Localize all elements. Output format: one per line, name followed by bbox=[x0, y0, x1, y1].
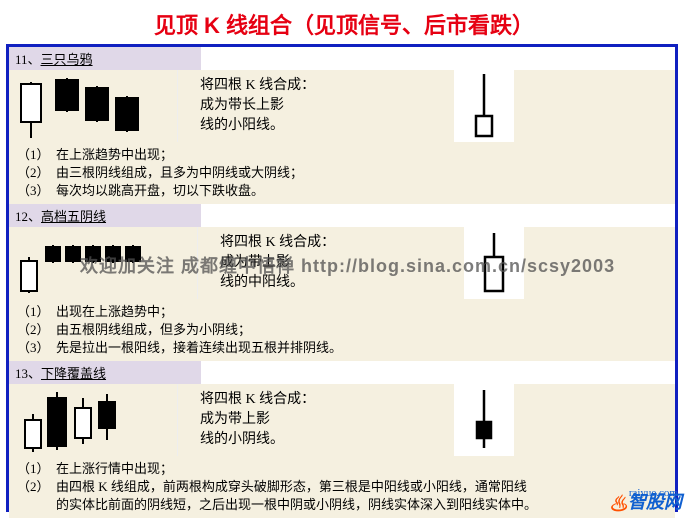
merge-line: 成为带上影 bbox=[200, 410, 444, 430]
section-12-filler bbox=[524, 227, 675, 299]
section-no: 11、 bbox=[15, 52, 41, 67]
section-13-header: 13、下降覆盖线 bbox=[9, 361, 201, 384]
main-frame: 11、三只乌鸦 将四根 K 线合成： 成为带长上影 线的小阳线。 （1） 在上涨… bbox=[6, 44, 678, 512]
section-11-notes: （1） 在上涨趋势中出现； （2） 由三根阴线组成，且多为中阴线或大阴线； （3… bbox=[9, 142, 675, 204]
section-11-merge-text: 将四根 K 线合成： 成为带长上影 线的小阳线。 bbox=[178, 70, 454, 142]
section-11-filler bbox=[514, 70, 675, 142]
logo-text: 智股网 bbox=[628, 492, 682, 512]
section-13-notes: （1） 在上涨行情中出现； （2） 由四根 K 线组成，前两根构成穿头破脚形态，… bbox=[9, 456, 675, 518]
merge-line: 线的小阴线。 bbox=[200, 430, 444, 450]
merge-line: 将四根 K 线合成： bbox=[200, 76, 444, 96]
section-name: 高档五阴线 bbox=[41, 209, 106, 224]
merge-line: 将四根 K 线合成： bbox=[200, 390, 444, 410]
section-11-row: 将四根 K 线合成： 成为带长上影 线的小阳线。 bbox=[9, 70, 675, 142]
section-12-header: 12、高档五阴线 bbox=[9, 204, 201, 227]
merge-line: 线的小阳线。 bbox=[200, 116, 444, 136]
merge-line: 成为带长上影 bbox=[200, 96, 444, 116]
merge-line: 将四根 K 线合成： bbox=[220, 233, 454, 253]
section-13-row: 将四根 K 线合成： 成为带上影 线的小阴线。 bbox=[9, 384, 675, 456]
section-no: 12、 bbox=[15, 209, 41, 224]
note-line: （1） 出现在上涨趋势中； bbox=[17, 303, 667, 321]
note-line: （3） 先是拉出一根阳线，接着连续出现五根并排阴线。 bbox=[17, 339, 667, 357]
note-line: （2） 由四根 K 线组成，前两根构成穿头破脚形态，第三根是中阳线或小阳线，通常… bbox=[17, 478, 667, 496]
section-12-notes: （1） 出现在上涨趋势中； （2） 由五根阴线组成，但多为小阴线； （3） 先是… bbox=[9, 299, 675, 361]
note-line: （3） 每次均以跳高开盘，切以下跌收盘。 bbox=[17, 182, 667, 200]
section-name: 下降覆盖线 bbox=[41, 366, 106, 381]
merge-line: 成为带上影 bbox=[220, 253, 454, 273]
section-12-row: 将四根 K 线合成： 成为带上影 线的中阳线。 bbox=[9, 227, 675, 299]
section-11-diagram bbox=[9, 70, 178, 142]
note-line: （1） 在上涨趋势中出现； bbox=[17, 146, 667, 164]
section-13-diagram bbox=[9, 384, 178, 456]
page-title: 见顶 K 线组合（见顶信号、后市看跌） bbox=[0, 0, 688, 44]
section-13-merge-text: 将四根 K 线合成： 成为带上影 线的小阴线。 bbox=[178, 384, 454, 456]
watermark-logo: ♨智股网 bbox=[608, 488, 682, 517]
section-13-filler bbox=[514, 384, 675, 456]
section-name: 三只乌鸦 bbox=[41, 52, 93, 67]
section-12-diagram bbox=[9, 227, 198, 299]
note-line: （2） 由三根阴线组成，且多为中阴线或大阴线； bbox=[17, 164, 667, 182]
section-no: 13、 bbox=[15, 366, 41, 381]
section-12-merge-candle bbox=[464, 227, 524, 299]
section-11-header: 11、三只乌鸦 bbox=[9, 47, 201, 70]
note-line: （2） 由五根阴线组成，但多为小阴线； bbox=[17, 321, 667, 339]
section-13-merge-candle bbox=[454, 384, 514, 456]
note-line: 的实体比前面的阴线短，之后出现一根中阴或小阴线，阴线实体深入到阳线实体中。 bbox=[17, 496, 667, 514]
section-11-merge-candle bbox=[454, 70, 514, 142]
section-12-merge-text: 将四根 K 线合成： 成为带上影 线的中阳线。 bbox=[198, 227, 464, 299]
note-line: （1） 在上涨行情中出现； bbox=[17, 460, 667, 478]
flame-icon: ♨ bbox=[608, 491, 628, 517]
merge-line: 线的中阳线。 bbox=[220, 273, 454, 293]
